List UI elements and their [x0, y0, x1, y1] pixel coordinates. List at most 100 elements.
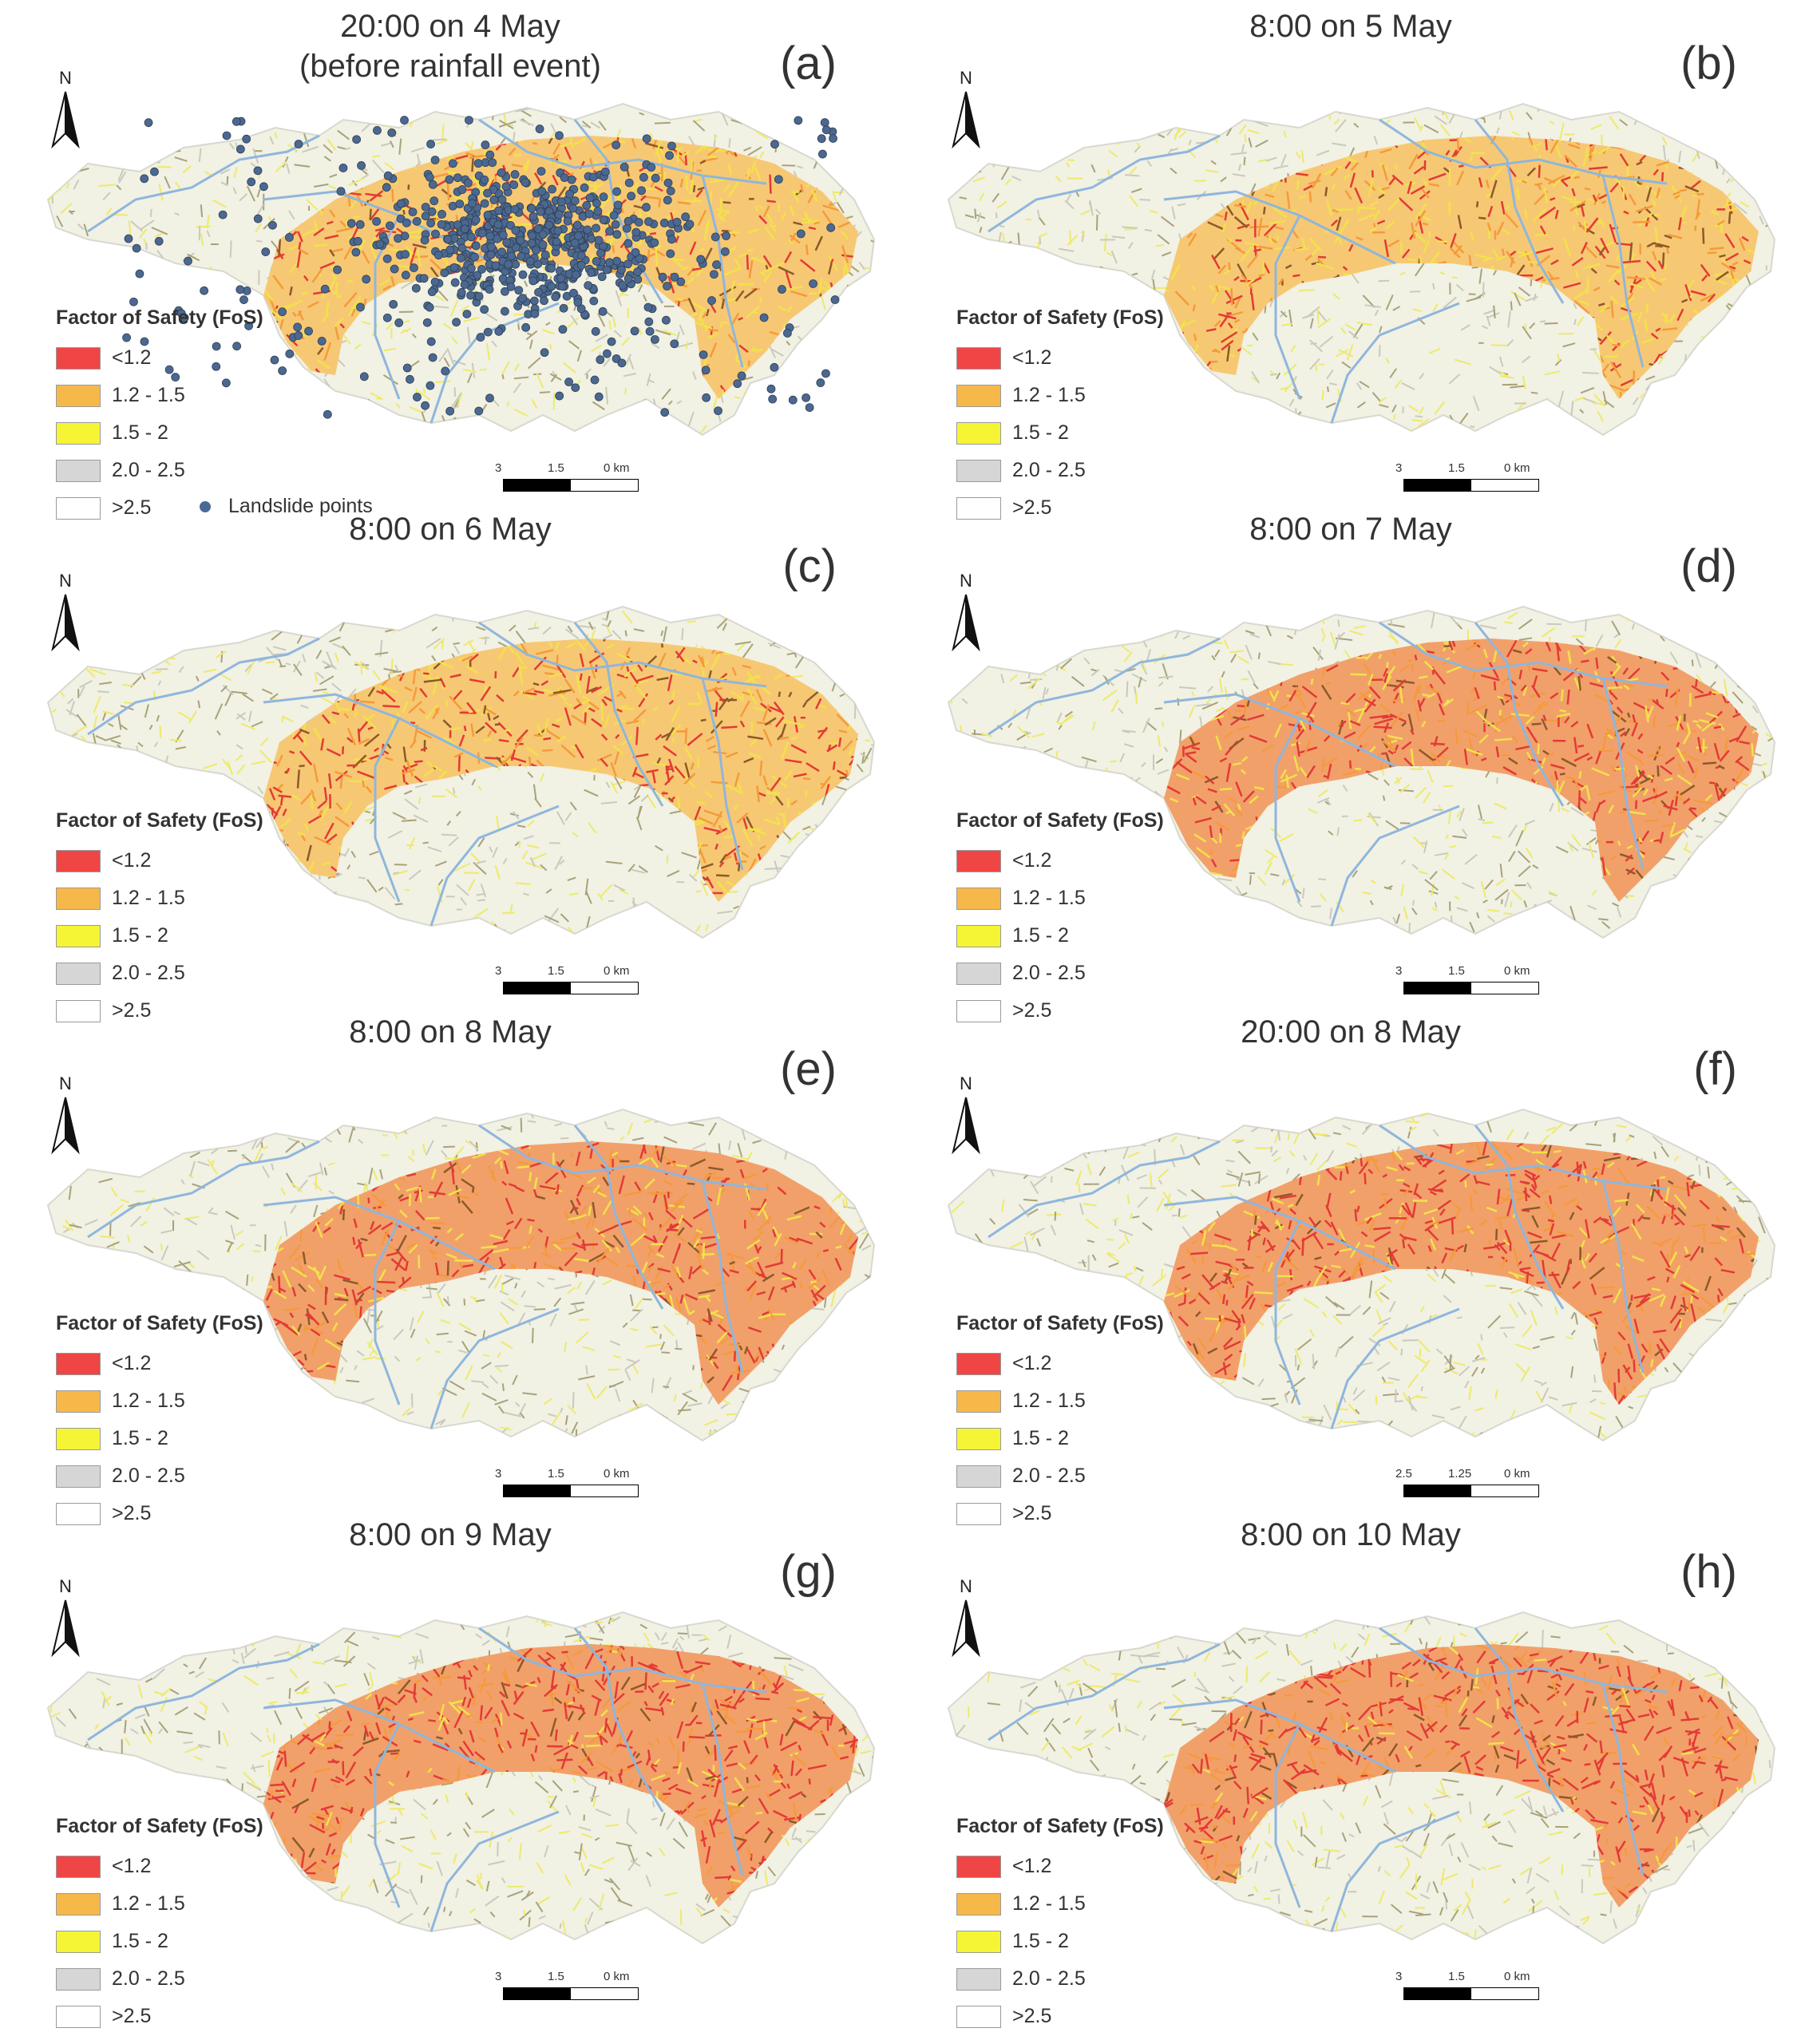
- legend-label: 2.0 - 2.5: [112, 962, 185, 984]
- fos-map: [46, 605, 876, 939]
- legend-item: >2.5: [956, 992, 1220, 1030]
- scale-label: 3: [1395, 461, 1403, 475]
- scale-bar: 3 1.5 0 km: [495, 461, 639, 496]
- legend-item: <1.2: [956, 1848, 1220, 1885]
- scale-label: 3: [495, 964, 502, 978]
- scale-bar: 3 1.5 0 km: [495, 1467, 639, 1502]
- scale-label: 1.25: [1448, 1467, 1472, 1481]
- scale-label: 0 km: [604, 1467, 630, 1481]
- river: [701, 175, 744, 368]
- legend-item: 1.5 - 2: [956, 1923, 1220, 1960]
- scale-label: 2.5: [1395, 1467, 1412, 1481]
- scale-label: 1.5: [1448, 964, 1465, 978]
- north-label: N: [59, 571, 72, 591]
- legend-item: 2.0 - 2.5: [956, 1960, 1220, 1998]
- north-label: N: [960, 571, 972, 591]
- north-arrow-icon: N: [42, 1073, 89, 1157]
- legend-label: >2.5: [112, 999, 152, 1022]
- scale-label: 3: [495, 1970, 502, 1983]
- river: [429, 1307, 560, 1429]
- river: [478, 1627, 767, 1694]
- panel-title: 8:00 on 5 May: [1249, 9, 1452, 44]
- scale-label: 1.5: [548, 964, 564, 978]
- legend-label: 2.0 - 2.5: [1012, 1967, 1086, 1990]
- scale-bar: 3 1.5 0 km: [1395, 964, 1539, 999]
- legend-swatch: [56, 962, 101, 985]
- north-label: N: [59, 68, 72, 88]
- legend-swatch: [956, 2005, 1001, 2028]
- river: [1330, 805, 1460, 927]
- legend-title: Factor of Safety (FoS): [56, 1312, 263, 1334]
- legend-swatch: [56, 459, 101, 482]
- fos-legend: Factor of Safety (FoS) <1.2 1.2 - 1.5 1.5 -…: [956, 1312, 1220, 1532]
- river: [1274, 718, 1301, 903]
- river: [573, 1125, 664, 1310]
- legend-swatch: [56, 887, 101, 910]
- river: [87, 1140, 320, 1239]
- panel-title: 20:00 on 8 May: [1241, 1014, 1461, 1050]
- legend-title: Factor of Safety (FoS): [956, 809, 1164, 832]
- legend-label: <1.2: [112, 1352, 152, 1374]
- legend-item: >2.5: [956, 1998, 1220, 2035]
- river: [1274, 1220, 1301, 1405]
- legend-item: 1.5 - 2: [956, 917, 1220, 955]
- legend-item: 1.5 - 2: [956, 1420, 1220, 1457]
- legend-item: 2.0 - 2.5: [56, 452, 319, 489]
- legend-label: 1.5 - 2: [1012, 924, 1069, 947]
- legend-swatch: [956, 1930, 1001, 1953]
- legend-title: Factor of Safety (FoS): [56, 809, 263, 832]
- legend-swatch: [956, 384, 1001, 407]
- panel-letter: (c): [782, 540, 837, 592]
- fos-legend: Factor of Safety (FoS) <1.2 1.2 - 1.5 1.5 -…: [956, 306, 1220, 527]
- legend-item: 2.0 - 2.5: [956, 452, 1220, 489]
- map-panel: 8:00 on 6 May (c) N Factor of Safety (FoS) <…: [0, 503, 900, 1022]
- north-arrow-icon: N: [42, 571, 89, 654]
- panel-title: 8:00 on 9 May: [349, 1517, 552, 1552]
- river: [1474, 622, 1565, 807]
- scale-label: 0 km: [604, 1970, 630, 1983]
- river: [1601, 1683, 1645, 1876]
- fos-map: [46, 1611, 876, 1945]
- legend-item: <1.2: [56, 1345, 319, 1382]
- river: [1379, 1627, 1668, 1694]
- river: [988, 1643, 1221, 1742]
- legend-item: 1.2 - 1.5: [956, 377, 1220, 414]
- river: [1379, 621, 1668, 688]
- river: [87, 637, 320, 736]
- north-label: N: [59, 1576, 72, 1596]
- legend-label: 1.5 - 2: [112, 1427, 168, 1449]
- river: [988, 134, 1221, 233]
- panel-title: 8:00 on 10 May: [1241, 1517, 1461, 1552]
- scale-bar: 3 1.5 0 km: [1395, 461, 1539, 496]
- legend-swatch: [956, 496, 1001, 520]
- legend-label: <1.2: [1012, 1855, 1052, 1877]
- legend-label: 2.0 - 2.5: [1012, 1465, 1086, 1487]
- scale-label: 0 km: [1504, 1970, 1530, 1983]
- legend-label: 2.0 - 2.5: [112, 459, 185, 481]
- river: [988, 1140, 1221, 1239]
- legend-label: >2.5: [1012, 999, 1052, 1022]
- scale-label: 3: [495, 461, 502, 475]
- map-panel: 20:00 on 8 May (f) N Factor of Safety (FoS)…: [900, 1006, 1801, 1525]
- landslide-legend: Landslide points: [200, 495, 373, 518]
- river: [573, 1627, 664, 1813]
- fos-map: [46, 1108, 876, 1442]
- legend-swatch: [956, 849, 1001, 872]
- legend-title: Factor of Safety (FoS): [956, 306, 1164, 329]
- river: [1474, 119, 1565, 304]
- legend-item: 1.2 - 1.5: [56, 377, 319, 414]
- legend-label: 1.5 - 2: [112, 421, 168, 444]
- river: [1274, 1723, 1301, 1908]
- river: [1379, 118, 1668, 185]
- map-panel: 8:00 on 5 May (b) N Factor of Safety (FoS) <…: [900, 0, 1801, 520]
- scale-label: 1.5: [1448, 1970, 1465, 1983]
- panel-letter: (h): [1680, 1546, 1737, 1598]
- legend-label: 1.5 - 2: [1012, 421, 1069, 444]
- scale-label: 1.5: [1448, 461, 1465, 475]
- legend-item: 1.2 - 1.5: [56, 880, 319, 917]
- legend-swatch: [56, 999, 101, 1022]
- scale-bar: 3 1.5 0 km: [495, 1970, 639, 2005]
- legend-swatch: [56, 2005, 101, 2028]
- legend-label: <1.2: [112, 849, 152, 872]
- river: [478, 118, 767, 185]
